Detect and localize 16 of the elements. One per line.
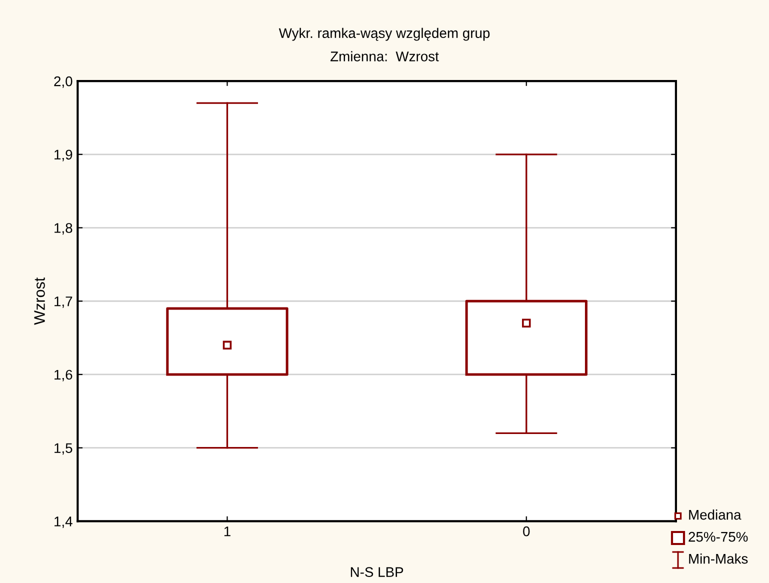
x-axis-title: N-S LBP [350,567,404,577]
y-tick-label: 1,4 [54,516,72,528]
y-axis-title: Wzrost [34,277,45,325]
y-tick-label: 1,9 [54,150,72,162]
text: Min-Maks [689,554,748,564]
y-tick-label: 2,0 [54,76,72,88]
text: Mediana [689,510,742,520]
y-tick-label: 1,8 [54,223,72,235]
chart-subtitle: Zmienna: Wzrost [330,51,439,62]
text: 25%-75% [688,532,748,542]
x-tick-label: 1 [224,526,230,536]
y-tick-label: 1,7 [54,296,72,308]
y-tick-label: 1,5 [54,443,72,455]
x-tick-label: 0 [523,526,530,536]
y-tick-label: 1,6 [54,370,72,382]
chart-title: Wykr. ramka-wąsy względem grup [278,28,490,41]
